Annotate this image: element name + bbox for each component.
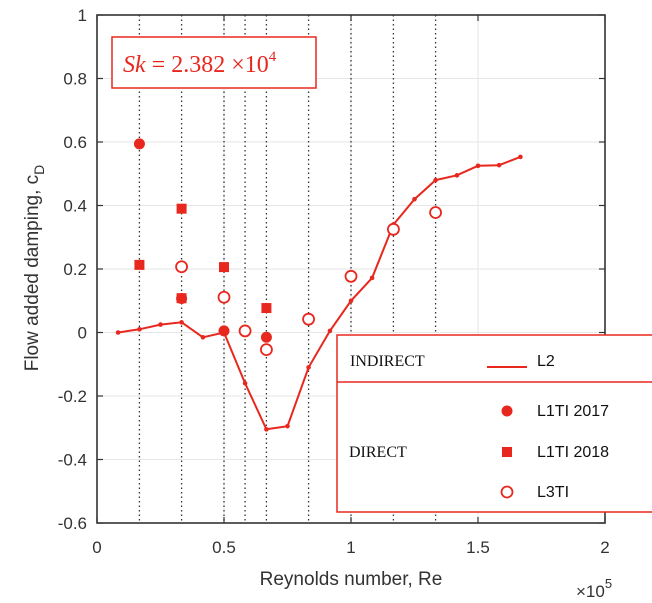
y-tick-label: -0.4 [58,451,87,470]
series-point-l1ti-2018 [176,203,187,214]
sk-annotation: Sk = 2.382 ×104 [111,36,317,89]
series-point-l2 [242,381,248,386]
series-point-l3ti [302,312,315,326]
series-point-l2 [475,163,481,169]
series-point-l1ti-2017 [218,325,230,337]
series-point-l3ti [217,290,231,304]
series-point-l1ti-2017 [260,331,272,343]
series-point-l2 [306,365,311,370]
series-line-l2 [117,155,521,431]
series-point-l2 [518,154,523,160]
y-tick-label: -0.2 [58,387,87,406]
legend-label-l1ti-2018: L1TI 2018 [537,444,609,461]
legend-marker-l1ti-2017 [501,405,513,417]
series-point-l2 [179,320,184,325]
series-layer [115,138,523,432]
legend-label-l2: L2 [537,353,555,370]
legend-marker-l3ti [500,485,514,499]
x-axis-label: Reynolds number, Re [260,569,443,590]
series-point-l2 [412,196,417,202]
series-point-l2 [433,177,438,183]
legend-box [336,334,652,513]
x-axis-multiplier-base: ×10 [576,582,605,601]
y-tick-label: 0.2 [63,260,87,279]
series-point-l2 [369,275,375,281]
series-point-l2 [264,427,269,432]
series-point-l2 [285,423,290,429]
series-point-l2 [454,173,460,178]
series-point-l3ti [387,222,400,236]
legend: INDIRECT L2 DIRECT L1TI 2017 L1TI 2018 L… [336,334,652,513]
series-point-l3ti [260,343,273,357]
x-tick-label: 1.5 [466,538,490,557]
series-point-l3ti [175,260,188,274]
series-point-l1ti-2018 [261,303,272,314]
x-tick-label: 2 [600,538,609,557]
sk-annotation-text: Sk = 2.382 ×104 [123,49,277,78]
y-tick-label: 0.4 [63,197,87,216]
series-point-l3ti [344,269,358,283]
x-tick-label: 0 [92,538,101,557]
series-point-l1ti-2018 [134,259,145,270]
tick-layer: 0 0.5 1 1.5 2 1 0.8 0.6 0.4 0.2 0 -0.2 -0.4 -0.6 [58,6,610,557]
x-tick-label: 0.5 [212,538,236,557]
series-point-l1ti-2017 [133,138,145,150]
y-tick-label: 0.6 [63,133,87,152]
series-point-l1ti-2018 [219,262,229,273]
sk-annotation-exponent: 4 [269,49,277,65]
plot-frame [96,14,606,524]
legend-label-l1ti-2017: L1TI 2017 [537,403,609,420]
y-tick-label: 0.8 [63,70,87,89]
sk-annotation-box [111,36,317,89]
series-point-l2 [327,328,333,334]
y-axis-label-sub: D [31,165,47,175]
y-axis-label: Flow added damping, cD [22,165,47,372]
series-point-l2 [115,330,121,335]
series-point-l3ti [238,324,252,338]
legend-marker-l1ti-2018 [502,447,512,457]
sk-annotation-prefix: Sk [123,52,146,78]
legend-label-l3ti: L3TI [537,484,569,501]
y-tick-label: 0 [78,324,87,343]
x-axis-multiplier: ×105 [576,576,612,601]
series-point-l2 [158,322,163,327]
series-point-l2 [496,162,502,168]
legend-group-indirect: INDIRECT [350,353,425,370]
y-axis-label-main: Flow added damping, c [22,175,43,371]
series-point-l3ti [429,206,442,219]
series-point-l2 [348,298,354,304]
sk-annotation-value: = 2.382 ×10 [146,52,269,78]
x-axis-multiplier-exp: 5 [605,576,612,591]
x-tick-label: 1 [346,538,355,557]
y-tick-label: -0.6 [58,514,87,533]
y-tick-label: 1 [78,6,87,25]
legend-group-direct: DIRECT [349,444,407,461]
series-point-l1ti-2018 [176,293,187,304]
series-point-l2 [137,327,142,332]
series-point-l2 [200,334,206,340]
